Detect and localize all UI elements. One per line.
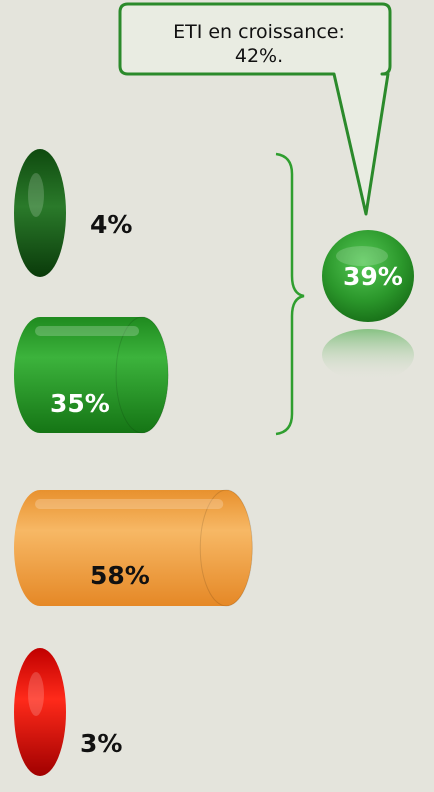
bars-group <box>14 149 253 776</box>
bar-3 <box>14 648 66 776</box>
bar-2 <box>14 489 253 607</box>
bubble-reflection <box>322 329 414 381</box>
value-label-0: 4% <box>90 210 133 239</box>
group-total-label: 39% <box>343 262 403 291</box>
group-bracket <box>275 152 305 436</box>
callout-text: ETI en croissance: 42%. <box>128 20 390 68</box>
bar-1 <box>14 316 169 434</box>
value-label-1: 35% <box>50 389 110 418</box>
value-label-3: 3% <box>80 729 123 758</box>
callout-box <box>118 2 392 216</box>
callout-line-1: ETI en croissance: <box>173 21 345 43</box>
group-total-bubble <box>322 230 414 322</box>
value-label-2: 58% <box>90 561 150 590</box>
callout-line-2: 42%. <box>234 45 284 67</box>
bar-0 <box>14 149 66 277</box>
bubble-highlight <box>336 246 388 266</box>
